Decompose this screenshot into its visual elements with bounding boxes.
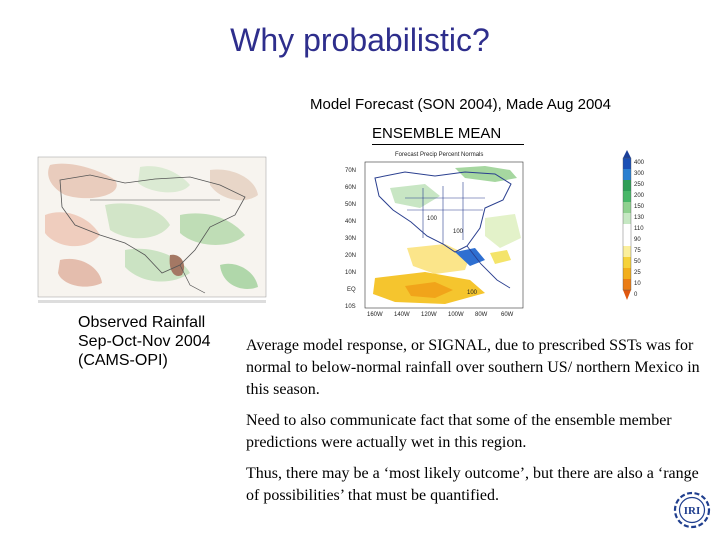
lat-label: 50N [345,202,356,208]
paragraph-signal: Average model response, or SIGNAL, due t… [246,337,700,398]
colorbar-label: 150 [634,204,645,210]
colorbar-label: 90 [634,237,641,243]
lat-label: 60N [345,185,356,191]
lon-label: 160W [367,312,383,318]
lat-label: 20N [345,253,356,259]
forecast-map-title: Forecast Precip Percent Normals [395,152,483,158]
lon-label: 100W [448,312,464,318]
paragraph-ensemble-members: Need to also communicate fact that some … [246,412,672,451]
colorbar-label: 250 [634,182,645,188]
ensemble-underline [372,144,524,145]
observed-label-line: (CAMS-OPI) [78,352,168,369]
slide-title: Why probabilistic? [230,22,490,58]
contour-label: 100 [467,290,478,296]
colorbar: 400 300 250 200 150 130 110 90 75 50 25 … [622,150,645,300]
lon-label: 120W [421,312,437,318]
forecast-subtitle: Model Forecast (SON 2004), Made Aug 2004 [310,96,611,113]
lon-label: 80W [475,312,488,318]
colorbar-label: 200 [634,193,645,199]
observed-rainfall-label: Observed Rainfall Sep-Oct-Nov 2004 (CAMS… [78,313,211,370]
iri-logo-icon: IRI [673,491,711,529]
lat-label: 40N [345,219,356,225]
observed-label-line: Sep-Oct-Nov 2004 [78,333,211,350]
observed-rainfall-map [37,156,267,303]
colorbar-label: 25 [634,270,641,276]
iri-logo-text: IRI [684,505,701,517]
colorbar-label: 10 [634,281,641,287]
colorbar-label: 400 [634,160,645,166]
forecast-precip-map: Forecast Precip Percent Normals 70N 60N … [345,150,645,318]
paragraph-range-of-possibilities: Thus, there may be a ‘most likely outcom… [246,465,699,504]
lon-label: 140W [394,312,410,318]
contour-label: 100 [453,229,464,235]
colorbar-label: 50 [634,259,641,265]
lat-label: 30N [345,236,356,242]
lat-label: 10N [345,270,356,276]
lat-label: 70N [345,168,356,174]
colorbar-label: 300 [634,171,645,177]
observed-label-line: Observed Rainfall [78,314,206,331]
lon-label: 60W [501,312,514,318]
contour-label: 100 [427,216,438,222]
lat-label: 10S [345,304,356,310]
colorbar-label: 110 [634,226,644,232]
colorbar-label: 130 [634,215,645,221]
colorbar-label: 0 [634,292,638,298]
lat-label: EQ [347,287,356,293]
colorbar-label: 75 [634,248,641,254]
ensemble-mean-label: ENSEMBLE MEAN [372,125,502,142]
